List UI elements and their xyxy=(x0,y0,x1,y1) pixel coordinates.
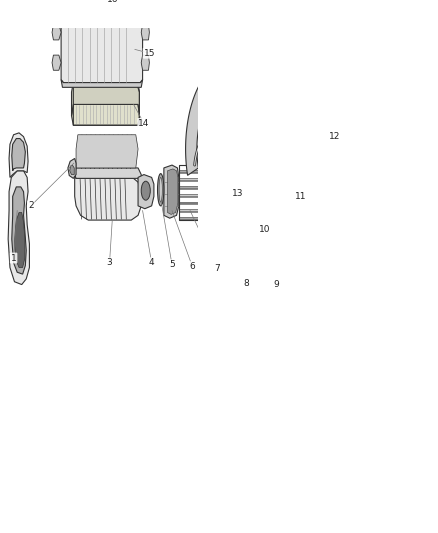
Polygon shape xyxy=(75,175,141,220)
Polygon shape xyxy=(179,170,201,172)
Circle shape xyxy=(97,0,104,5)
Polygon shape xyxy=(8,171,29,285)
Text: 5: 5 xyxy=(169,260,175,269)
Polygon shape xyxy=(76,135,138,168)
Polygon shape xyxy=(179,193,201,196)
Text: 11: 11 xyxy=(295,192,307,201)
Polygon shape xyxy=(52,55,61,70)
Ellipse shape xyxy=(159,177,162,202)
Text: 6: 6 xyxy=(190,262,195,271)
Polygon shape xyxy=(292,116,295,173)
Polygon shape xyxy=(304,116,307,173)
Text: 9: 9 xyxy=(273,280,279,289)
Circle shape xyxy=(328,110,340,136)
Polygon shape xyxy=(179,186,201,188)
Text: 14: 14 xyxy=(138,119,150,128)
Polygon shape xyxy=(280,116,283,173)
Polygon shape xyxy=(164,165,179,218)
Polygon shape xyxy=(260,133,269,148)
Text: 16: 16 xyxy=(107,0,119,4)
Polygon shape xyxy=(12,139,25,171)
Polygon shape xyxy=(52,25,61,40)
Text: 7: 7 xyxy=(214,264,220,273)
Text: 4: 4 xyxy=(149,259,155,267)
Polygon shape xyxy=(141,55,149,70)
Polygon shape xyxy=(71,104,139,125)
Polygon shape xyxy=(179,201,201,204)
Polygon shape xyxy=(274,116,280,173)
Polygon shape xyxy=(61,80,143,87)
Text: 8: 8 xyxy=(244,279,250,288)
Polygon shape xyxy=(179,217,201,219)
Polygon shape xyxy=(242,220,260,260)
Polygon shape xyxy=(70,165,74,175)
Polygon shape xyxy=(244,223,257,255)
Polygon shape xyxy=(138,175,154,209)
Polygon shape xyxy=(288,116,291,173)
Polygon shape xyxy=(284,116,287,173)
Text: 1: 1 xyxy=(11,254,17,263)
Polygon shape xyxy=(179,178,201,180)
Ellipse shape xyxy=(158,174,164,206)
Text: 13: 13 xyxy=(232,189,244,198)
Polygon shape xyxy=(141,25,149,40)
Polygon shape xyxy=(14,213,25,268)
Polygon shape xyxy=(167,169,178,214)
Polygon shape xyxy=(68,158,76,179)
Polygon shape xyxy=(270,174,273,184)
Polygon shape xyxy=(186,64,222,175)
Polygon shape xyxy=(9,133,28,177)
Polygon shape xyxy=(296,116,299,173)
Text: 2: 2 xyxy=(28,201,34,211)
Text: 3: 3 xyxy=(107,259,113,267)
Polygon shape xyxy=(71,83,139,116)
Text: 12: 12 xyxy=(329,132,341,141)
Polygon shape xyxy=(267,140,276,174)
Polygon shape xyxy=(300,116,303,173)
Polygon shape xyxy=(75,168,141,193)
Polygon shape xyxy=(61,13,143,83)
Circle shape xyxy=(141,181,150,200)
Polygon shape xyxy=(64,6,72,21)
Polygon shape xyxy=(12,187,26,274)
Polygon shape xyxy=(179,209,201,211)
Polygon shape xyxy=(308,116,311,173)
Text: 10: 10 xyxy=(259,225,271,234)
Text: 15: 15 xyxy=(144,49,155,58)
Polygon shape xyxy=(134,6,143,21)
